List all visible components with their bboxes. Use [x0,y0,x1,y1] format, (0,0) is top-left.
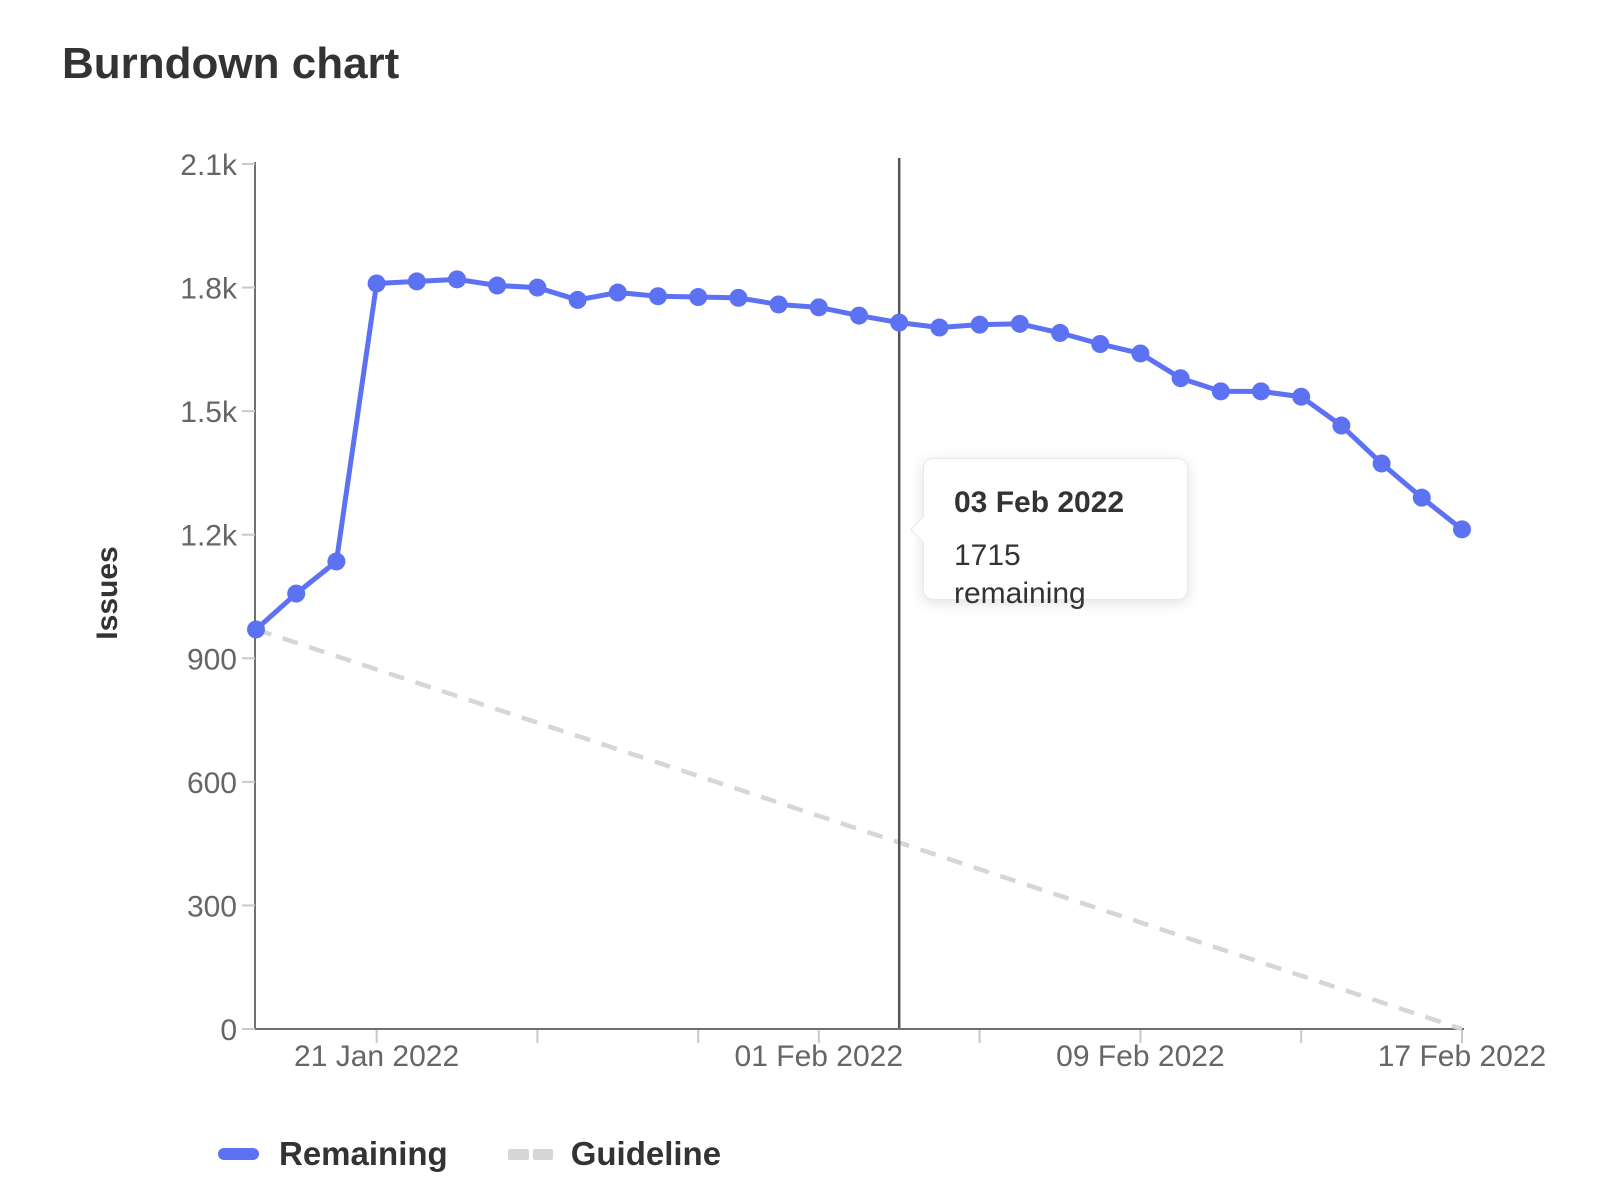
data-point[interactable] [488,276,507,295]
data-point[interactable] [649,287,667,306]
guideline-swatch-icon [507,1148,553,1160]
data-point[interactable] [1091,335,1110,354]
y-axis-tick-label: 900 [187,643,237,676]
data-point[interactable] [367,274,386,293]
data-point[interactable] [1292,387,1311,406]
y-axis-tick-label: 300 [187,890,237,923]
data-point[interactable] [850,306,868,325]
data-point[interactable] [1252,382,1270,401]
data-point[interactable] [247,620,265,639]
data-point[interactable] [407,272,426,291]
data-point[interactable] [1051,323,1069,342]
data-point[interactable] [689,288,708,307]
legend-label-remaining: Remaining [279,1135,448,1172]
page-title: Burndown chart [62,39,400,88]
y-axis-tick-label: 1.2k [180,520,238,553]
data-point[interactable] [769,295,788,314]
data-point[interactable] [1211,382,1230,401]
data-point[interactable] [287,584,306,603]
tooltip-date: 03 Feb 2022 [954,486,1125,519]
data-point[interactable] [608,283,627,302]
data-point[interactable] [729,288,748,307]
y-axis-tick-label: 1.5k [180,396,238,429]
chart-legend: Remaining Guideline [218,1130,721,1178]
legend-item-guideline[interactable]: Guideline [507,1135,722,1173]
remaining-line[interactable] [254,276,1464,632]
data-point[interactable] [568,290,587,309]
data-point[interactable] [1010,314,1029,333]
data-point[interactable] [809,298,828,317]
x-axis-tick-label: 01 Feb 2022 [735,1040,903,1073]
data-point[interactable] [970,315,989,334]
data-point[interactable] [327,552,346,571]
tooltip-value: 1715 remaining [954,539,1086,610]
data-point[interactable] [1453,520,1471,539]
y-axis-title: Issues [91,546,124,639]
guideline-dash [532,1148,553,1160]
y-axis-tick-label: 0 [220,1014,237,1047]
guideline-line[interactable] [255,627,1463,1032]
data-point[interactable] [1332,416,1351,435]
x-axis-tick-label: 21 Jan 2022 [294,1040,459,1073]
data-point[interactable] [448,270,466,289]
data-point[interactable] [1171,369,1190,388]
data-point[interactable] [1372,454,1391,473]
data-point[interactable] [1131,344,1150,363]
guideline-dash [507,1148,529,1160]
data-point[interactable] [528,278,547,297]
remaining-swatch-icon [218,1148,259,1160]
y-axis-tick-label: 1.8k [180,273,238,306]
data-point[interactable] [930,318,949,337]
x-axis-tick-label: 17 Feb 2022 [1378,1040,1546,1073]
data-point[interactable] [890,313,909,332]
legend-item-remaining[interactable]: Remaining [218,1135,448,1173]
y-axis-tick-label: 2.1k [180,149,238,182]
y-axis-tick-label: 600 [187,767,237,800]
chart-tooltip: 03 Feb 2022 1715 remaining [910,458,1188,610]
data-point[interactable] [1412,488,1431,507]
x-axis-tick-label: 09 Feb 2022 [1056,1040,1224,1073]
legend-label-guideline: Guideline [570,1135,722,1172]
